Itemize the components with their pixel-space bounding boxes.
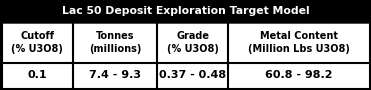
Bar [1,1,370,22]
Text: Tonnes
(millions): Tonnes (millions) [89,31,141,54]
Text: 7.4 - 9.3: 7.4 - 9.3 [89,70,141,80]
Bar [1,62,370,88]
Text: Grade
(% U3O8): Grade (% U3O8) [167,31,219,54]
Bar [1,22,370,62]
Text: 0.1: 0.1 [27,70,47,80]
Text: Cutoff
(% U3O8): Cutoff (% U3O8) [12,31,63,54]
Text: 0.37 - 0.48: 0.37 - 0.48 [159,70,226,80]
Text: Lac 50 Deposit Exploration Target Model: Lac 50 Deposit Exploration Target Model [62,6,309,16]
Text: 60.8 - 98.2: 60.8 - 98.2 [265,70,333,80]
Text: Metal Content
(Million Lbs U3O8): Metal Content (Million Lbs U3O8) [248,31,350,54]
